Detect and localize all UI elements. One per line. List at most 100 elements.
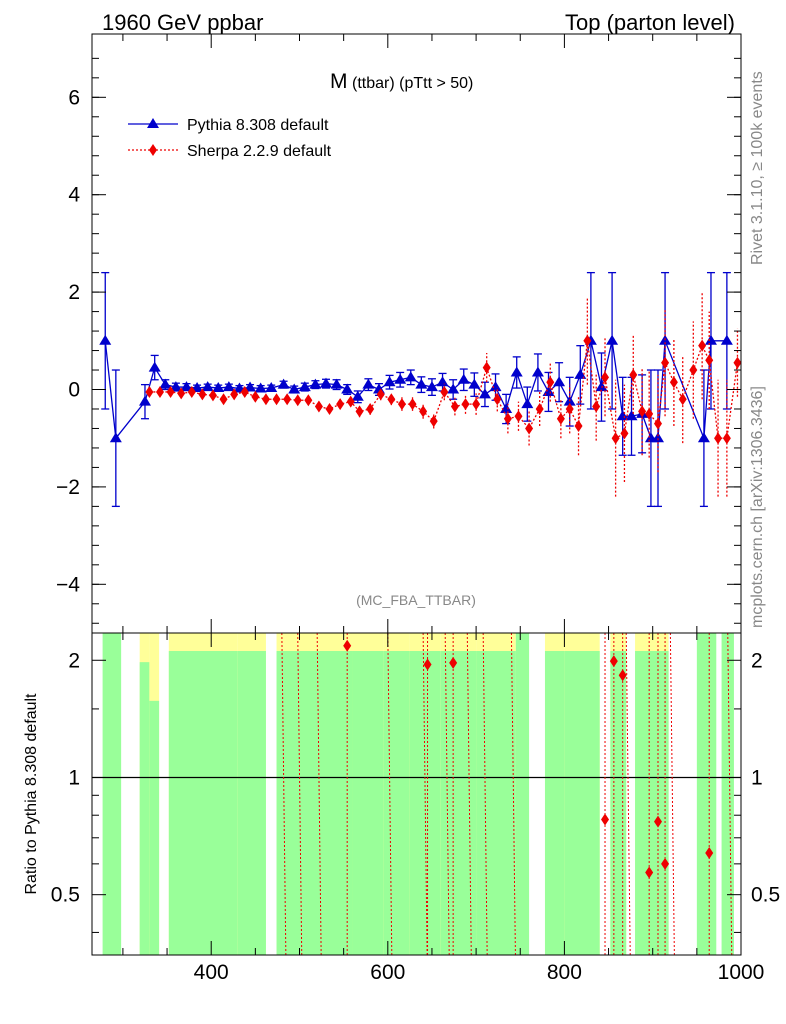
- sherpa-point: [155, 385, 164, 398]
- ratio-point: [705, 846, 714, 859]
- main-title: M (ttbar) (pTtt > 50): [330, 70, 473, 93]
- sherpa-point: [669, 376, 678, 389]
- pythia-point: [425, 381, 438, 392]
- sherpa-point: [346, 395, 355, 408]
- ratio-band-green: [383, 651, 410, 955]
- sherpa-point: [493, 393, 502, 406]
- pythia-point: [265, 382, 278, 393]
- pythia-point: [651, 432, 664, 443]
- watermark-label: (MC_FBA_TTBAR): [356, 592, 476, 608]
- pythia-point: [319, 377, 332, 388]
- pythia-point: [288, 383, 301, 394]
- title-sub: (ttbar) (pTtt > 50): [352, 75, 473, 92]
- sherpa-point: [314, 400, 323, 413]
- sherpa-point: [336, 398, 345, 411]
- legend-pythia-marker: [147, 118, 159, 128]
- ratio-band-green: [102, 633, 122, 955]
- ratio-band-green: [352, 651, 384, 955]
- pythia-point: [436, 376, 449, 387]
- pythia-point: [222, 381, 235, 392]
- sherpa-point: [661, 356, 670, 369]
- sherpa-point: [583, 334, 592, 347]
- ratio-point: [423, 658, 432, 671]
- sherpa-point: [325, 402, 334, 415]
- ratio-point: [601, 813, 610, 826]
- ratio-xtick-label: 400: [194, 961, 229, 984]
- pythia-point: [553, 376, 566, 387]
- ratio-series-group: [92, 632, 741, 956]
- pythia-point: [180, 381, 193, 392]
- pythia-point: [341, 383, 354, 394]
- sherpa-point: [601, 371, 610, 384]
- ratio-point: [653, 815, 662, 828]
- sherpa-point: [198, 388, 207, 401]
- sherpa-point: [304, 394, 313, 407]
- sherpa-point: [678, 393, 687, 406]
- sherpa-point: [482, 361, 491, 374]
- ratio-offscale-segment: [281, 632, 287, 956]
- ratio-offscale-segment: [625, 632, 631, 956]
- ratio-band-green: [564, 651, 600, 955]
- pythia-point: [447, 383, 460, 394]
- ratio-ytick-label-right: 1: [751, 766, 763, 789]
- pythia-point: [394, 373, 407, 384]
- sherpa-point: [240, 385, 249, 398]
- ratio-offscale-segment: [466, 632, 472, 956]
- sherpa-point: [645, 407, 654, 420]
- sherpa-point: [556, 412, 565, 425]
- sherpa-point: [397, 398, 406, 411]
- pythia-point: [298, 381, 311, 392]
- ratio-offscale-segment: [387, 632, 393, 956]
- sherpa-point: [733, 356, 742, 369]
- pythia-point: [478, 388, 491, 399]
- ratio-offscale-segment: [316, 632, 322, 956]
- sherpa-point: [272, 393, 281, 406]
- sherpa-point: [261, 393, 270, 406]
- legend: Pythia 8.308 default Sherpa 2.2.9 defaul…: [128, 117, 332, 160]
- sherpa-point: [698, 339, 707, 352]
- sherpa-point: [440, 385, 449, 398]
- mcplots-label: mcplots.cern.ch [arXiv:1306.3436]: [749, 386, 766, 628]
- header-right-label: Top (parton level): [565, 10, 735, 35]
- sherpa-point: [419, 405, 428, 418]
- pythia-point: [309, 378, 322, 389]
- pythia-point: [351, 390, 364, 401]
- pythia-point: [415, 378, 428, 389]
- rivet-label: Rivet 3.1.10, ≥ 100k events: [749, 71, 766, 265]
- sherpa-point: [408, 398, 417, 411]
- sherpa-point: [653, 417, 662, 430]
- ratio-band-green: [696, 633, 717, 955]
- main-ytick-label: −2: [56, 476, 80, 499]
- sherpa-point: [177, 387, 186, 400]
- main-axis-ticks: −4 −2 0 2 4 6: [56, 34, 742, 633]
- sherpa-point: [461, 398, 470, 411]
- ratio-band-green: [721, 633, 734, 955]
- pythia-point: [720, 334, 733, 345]
- sherpa-point: [366, 402, 375, 415]
- main-ytick-label: 2: [68, 281, 80, 304]
- pythia-point: [531, 366, 544, 377]
- pythia-point: [99, 334, 112, 345]
- sherpa-point: [620, 427, 629, 440]
- ratio-point: [609, 655, 618, 668]
- ratio-band-green: [409, 651, 441, 955]
- pythia-point: [489, 381, 502, 392]
- ratio-offscale-segment: [297, 632, 303, 956]
- ratio-offscale-segment: [510, 632, 516, 956]
- pythia-point: [362, 378, 375, 389]
- ratio-band-green: [325, 651, 353, 955]
- pythia-point: [595, 381, 608, 392]
- main-series-group: [99, 271, 742, 508]
- ratio-band-green: [440, 651, 477, 955]
- pythia-point: [148, 361, 161, 372]
- main-ytick-label: 0: [68, 379, 80, 402]
- ratio-band-green: [635, 651, 669, 955]
- ratio-band-green: [237, 651, 266, 955]
- ratio-band-green: [610, 651, 627, 955]
- ratio-ylabel: Ratio to Pythia 8.308 default: [23, 693, 40, 895]
- sherpa-point: [230, 388, 239, 401]
- header-labels: 1960 GeV ppbar Top (parton level): [102, 10, 735, 35]
- sherpa-point: [546, 376, 555, 389]
- pythia-point: [169, 381, 182, 392]
